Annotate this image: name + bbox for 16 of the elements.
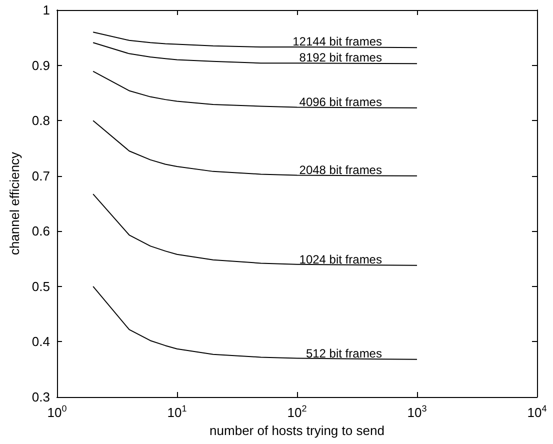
- y-axis-title: channel efficiency: [7, 151, 22, 256]
- series-label: 8192 bit frames: [299, 50, 382, 65]
- y-tick-label: 1: [42, 2, 50, 18]
- series-label: 4096 bit frames: [299, 94, 382, 109]
- x-axis-title: number of hosts trying to send: [210, 422, 384, 438]
- y-tick-label: 0.5: [32, 278, 50, 294]
- y-tick-label: 0.9: [32, 58, 50, 73]
- series-label: 12144 bit frames: [292, 34, 382, 49]
- series-label: 1024 bit frames: [299, 252, 382, 266]
- y-tick-label: 0.4: [32, 334, 50, 350]
- series-label: 2048 bit frames: [299, 162, 382, 177]
- series-label: 512 bit frames: [306, 346, 382, 360]
- y-tick-label: 0.3: [32, 390, 50, 404]
- y-tick-label: 0.8: [32, 113, 50, 128]
- y-tick-label: 0.6: [32, 224, 50, 239]
- y-tick-label: 0.7: [32, 168, 50, 184]
